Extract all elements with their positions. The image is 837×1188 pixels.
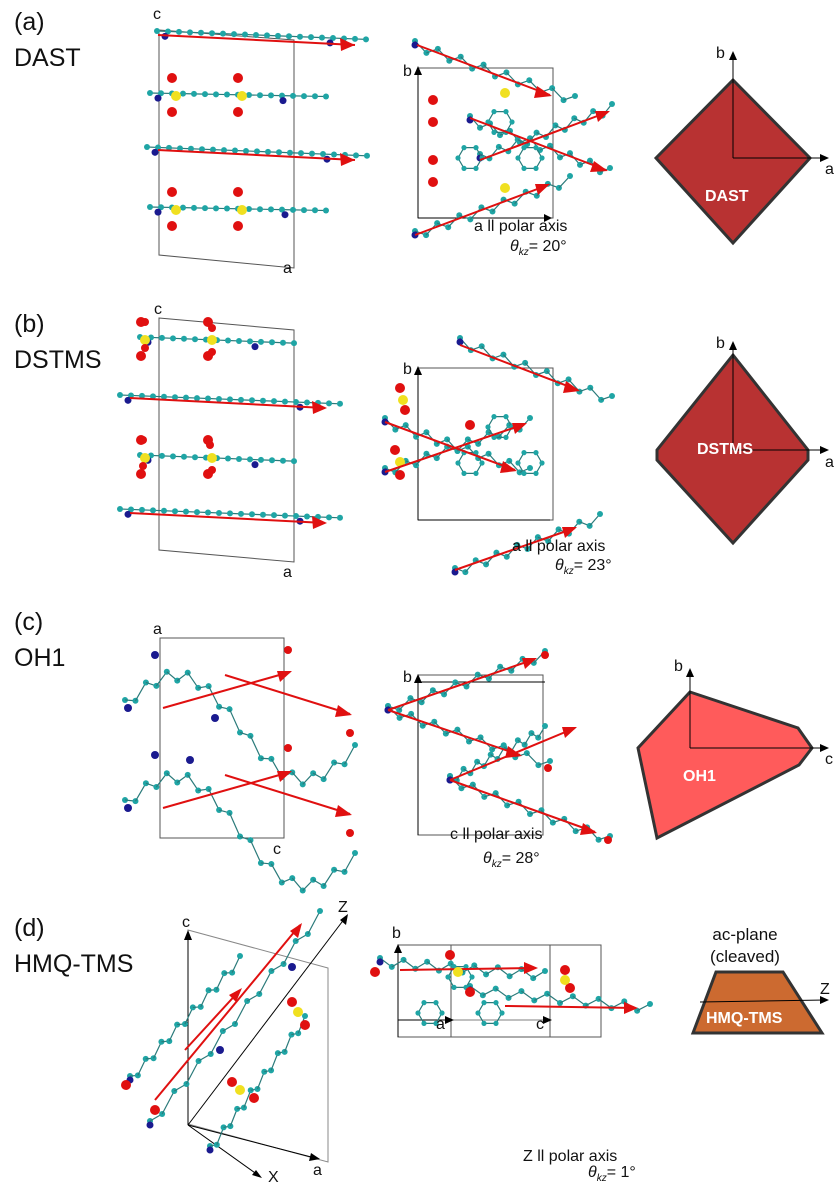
panel-d: (d) HMQ-TMS c Z a X: [0, 900, 837, 1185]
shape-label: OH1: [683, 768, 716, 786]
crystal-shape-dast: [0, 0, 837, 290]
shape-axis-b: b: [716, 336, 725, 352]
panel-b: (b) DSTMS c a: [0, 300, 837, 590]
panel-a: (a) DAST c a b a ll: [0, 0, 837, 290]
shape-caption-line1: ac-plane: [700, 925, 790, 945]
shape-label: DAST: [705, 188, 749, 206]
shape-label: HMQ-TMS: [706, 1010, 782, 1028]
panel-c: (c) OH1 a c: [0, 600, 837, 890]
shape-axis-b: b: [716, 46, 725, 62]
shape-axis-b: b: [674, 659, 683, 675]
shape-axis-z: Z: [820, 982, 830, 998]
shape-axis-a: a: [825, 455, 834, 471]
shape-caption-line2: (cleaved): [700, 947, 790, 967]
shape-label: DSTMS: [697, 441, 753, 459]
crystal-shape-oh1: [0, 600, 837, 890]
shape-axis-a: a: [825, 162, 834, 178]
shape-axis-c: c: [825, 752, 833, 768]
